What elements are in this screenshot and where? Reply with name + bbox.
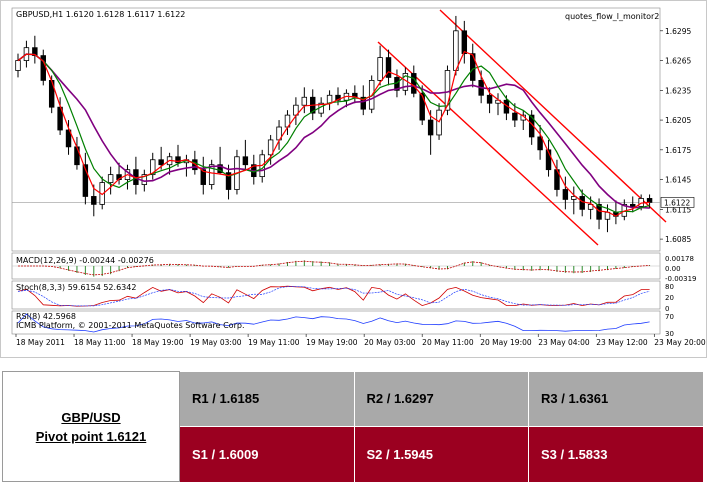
time-tick-label: 20 May 03:00 <box>364 338 416 347</box>
candle-body <box>486 94 493 104</box>
time-tick-label: 23 May 04:00 <box>538 338 590 347</box>
s2-cell: S2 / 1.5945 <box>353 425 529 482</box>
candles <box>15 15 653 233</box>
stoch-tick-label: 80 <box>665 283 674 291</box>
stoch-d-line <box>17 286 650 307</box>
candle-body <box>461 30 468 55</box>
candle-body <box>444 70 451 111</box>
candle-body <box>158 159 164 166</box>
macd-tick-label: 0.00178 <box>665 255 694 263</box>
current-price-box <box>660 197 695 208</box>
candle-body <box>587 203 594 210</box>
candle-body <box>385 57 392 78</box>
pivot-name-cell: GBP/USD Pivot point 1.6121 <box>2 371 180 482</box>
stoch-tick-label: 20 <box>665 294 674 302</box>
time-tick-label: 23 May 20:00 <box>654 338 706 347</box>
price-tick-label: 1.6175 <box>665 146 691 155</box>
candle-body <box>545 149 552 171</box>
time-tick-label: 18 May 19:00 <box>132 338 184 347</box>
candle-body <box>360 96 366 110</box>
candle-body <box>74 146 80 166</box>
monitor-label: quotes_flow_l_monitor2 <box>565 12 659 21</box>
symbol-header: GBPUSD,H1 1.6120 1.6128 1.6117 1.6122 <box>16 10 185 19</box>
rsi-tick-label: 30 <box>665 330 674 338</box>
candle-body <box>571 196 577 200</box>
price-tick-label: 1.6115 <box>665 205 691 214</box>
candle-body <box>242 156 249 166</box>
time-tick-label: 19 May 11:00 <box>248 338 300 347</box>
price-tick-label: 1.6145 <box>665 176 691 185</box>
candle-body <box>175 156 181 164</box>
candle-body <box>630 203 636 207</box>
macd-tick-label: -0.00319 <box>665 275 696 283</box>
candle-body <box>579 196 585 210</box>
price-tick-label: 1.6265 <box>665 57 691 66</box>
candle-body <box>427 119 434 136</box>
candle-body <box>15 60 21 71</box>
time-tick-label: 18 May 2011 <box>16 338 65 347</box>
main-plot-border <box>11 7 661 252</box>
pivot-point-label: Pivot point 1.6121 <box>35 428 147 444</box>
macd-label: MACD(12,26,9) -0.00244 -0.00276 <box>16 256 154 265</box>
price-tick-label: 1.6295 <box>665 27 691 36</box>
rsi-panel <box>11 310 661 335</box>
time-tick-label: 18 May 11:00 <box>74 338 126 347</box>
pivot-table: GBP/USD Pivot point 1.6121 R1 / 1.6185 R… <box>2 371 703 482</box>
rsi-label: RSI(8) 42.5968 <box>16 312 76 321</box>
candle-body <box>208 164 215 185</box>
candle-body <box>301 96 308 106</box>
time-axis: 18 May 2011 18 May 11:00 18 May 19:00 19 Ma… <box>15 334 706 347</box>
candle-body <box>646 198 653 203</box>
price-axis: 1.6295 1.6265 1.6235 1.6205 1.6175 1.6145 1.61… <box>660 27 695 244</box>
candle-body <box>512 112 518 121</box>
current-price-label: 1.6122 <box>664 198 690 207</box>
ma-slow-line <box>17 53 650 209</box>
channel-line-upper <box>439 9 667 223</box>
candle-body <box>562 189 569 200</box>
candle-body <box>150 159 156 176</box>
rsi-line <box>17 313 650 333</box>
s1-cell: S1 / 1.6009 <box>179 425 354 482</box>
candle-body <box>411 73 417 94</box>
candle-body <box>65 129 72 148</box>
time-tick-label: 19 May 19:00 <box>306 338 358 347</box>
price-tick-label: 1.6085 <box>665 235 691 244</box>
candle-body <box>267 139 274 156</box>
stoch-panel <box>11 280 661 310</box>
price-chart: 1.6295 1.6265 1.6235 1.6205 1.6175 1.6145 1.61… <box>11 7 706 347</box>
candle-body <box>453 30 459 71</box>
candle-body <box>82 164 89 197</box>
r1-cell: R1 / 1.6185 <box>179 371 354 426</box>
candle-body <box>436 109 442 136</box>
time-tick-label: 20 May 19:00 <box>480 338 532 347</box>
price-tick-label: 1.6205 <box>665 116 691 125</box>
candle-body <box>537 136 543 151</box>
candle-body <box>419 92 425 121</box>
ma-fast-line <box>17 50 650 217</box>
candle-body <box>377 57 383 81</box>
time-tick-label: 20 May 11:00 <box>422 338 474 347</box>
s3-cell: S3 / 1.5833 <box>528 425 703 482</box>
stoch-tick-label: 0 <box>665 305 669 313</box>
r3-cell: R3 / 1.6361 <box>528 371 703 426</box>
macd-tick-label: 0.00 <box>665 265 681 273</box>
candle-body <box>200 169 206 185</box>
time-tick-label: 23 May 12:00 <box>596 338 648 347</box>
candle-body <box>225 172 232 190</box>
stoch-label: Stoch(8,3,3) 59.6154 52.6342 <box>16 283 136 292</box>
r2-cell: R2 / 1.6297 <box>353 371 529 426</box>
candle-body <box>217 164 223 174</box>
candle-body <box>91 196 97 205</box>
moving-averages <box>17 50 650 217</box>
macd-signal-line <box>18 260 650 276</box>
candle-body <box>107 174 114 183</box>
pair-label: GBP/USD <box>61 409 121 425</box>
candle-body <box>470 53 476 81</box>
rsi-tick-label: 70 <box>665 313 674 321</box>
time-tick-label: 19 May 03:00 <box>190 338 242 347</box>
watermark: ICMB Platform, © 2001-2011 MetaQuotes So… <box>16 321 245 330</box>
price-tick-label: 1.6235 <box>665 86 691 95</box>
